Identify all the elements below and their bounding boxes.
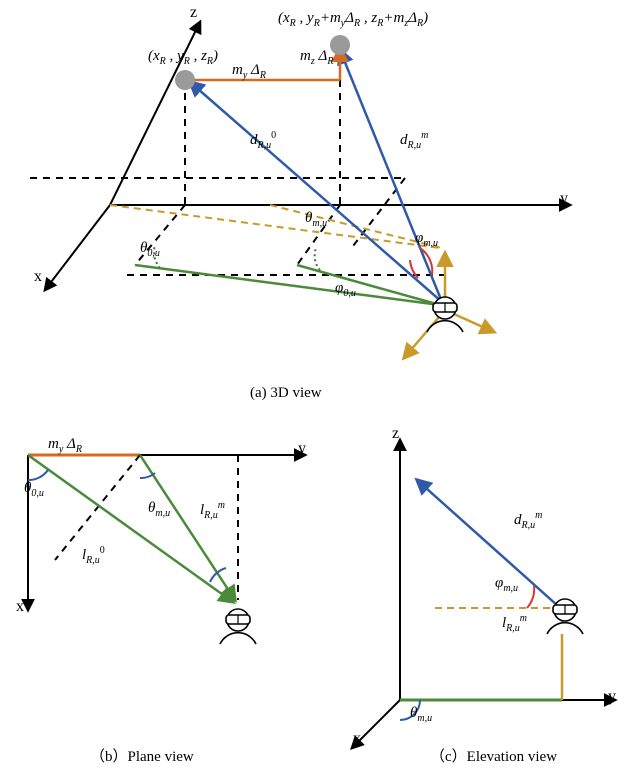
panel-a xyxy=(30,22,570,358)
label-lm-b: lR,um xyxy=(200,500,225,521)
axis-x-c: x xyxy=(353,730,361,748)
label-phim-a: φm,u xyxy=(415,230,438,249)
label-dm-c: dR,um xyxy=(514,510,542,531)
label-l0: lR,u0 xyxy=(82,545,105,566)
axis-y-a: y xyxy=(560,190,568,208)
label-myDR-a: my ΔR xyxy=(232,62,266,81)
label-theta0-b: θ0,u xyxy=(24,480,44,499)
caption-c: （c）Elevation view xyxy=(430,745,557,766)
user-icon-c xyxy=(547,599,583,634)
label-phi0: φ0,u xyxy=(335,280,356,299)
label-phim-c: φm,u xyxy=(495,575,518,594)
label-mzDR: mz ΔR xyxy=(300,48,333,67)
label-thetam-a: θm,u xyxy=(305,210,327,229)
label-d0: dR,u0 xyxy=(250,130,276,151)
panel-c xyxy=(352,440,615,748)
user-icon-b xyxy=(220,609,256,644)
label-dm-a: dR,um xyxy=(400,130,428,151)
caption-a: (a) 3D view xyxy=(250,385,322,402)
label-thetam-c: θm,u xyxy=(410,705,432,724)
axis-z-c: z xyxy=(392,425,399,443)
label-theta0-a: θ0,u xyxy=(140,240,160,259)
label-thetam-b: θm,u xyxy=(148,500,170,519)
axis-z-a: z xyxy=(190,4,197,22)
axis-x-a: x xyxy=(34,268,42,286)
label-coord2: (xR , yR+myΔR , zR+mzΔR) xyxy=(278,10,428,29)
axis-y-c: y xyxy=(608,688,616,706)
label-myDR-b: my ΔR xyxy=(48,436,82,455)
axis-y-b: y xyxy=(298,440,306,458)
axis-x-b: x xyxy=(16,598,24,616)
diagram-canvas: (a) 3D view （b）Plane view （c）Elevation v… xyxy=(0,0,640,774)
label-lm-c: lR,um xyxy=(502,613,527,634)
label-coord1: (xR , yR , zR) xyxy=(148,48,218,67)
caption-b: （b）Plane view xyxy=(90,745,194,766)
panel-b xyxy=(28,455,305,644)
